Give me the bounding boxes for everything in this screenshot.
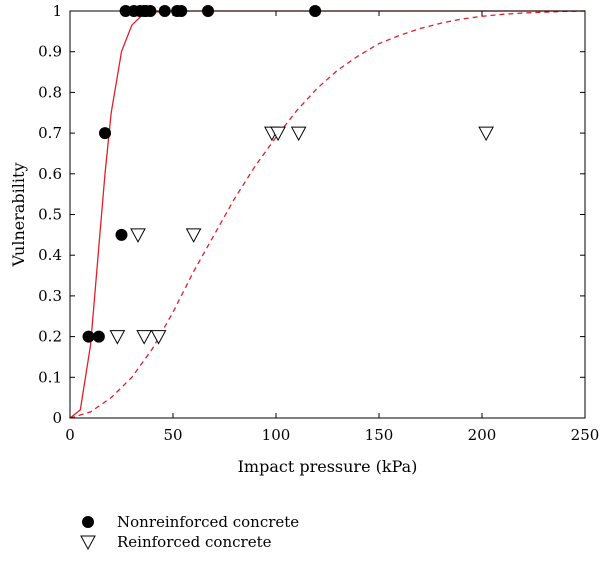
series-reinforced [109,126,494,345]
point-nonreinforced [82,330,95,343]
y-tick-label: 0 [52,409,62,427]
y-tick-label: 0.8 [38,83,62,101]
point-reinforced [109,330,126,345]
y-tick-label: 0.6 [38,165,62,183]
point-nonreinforced [99,127,112,140]
point-nonreinforced [115,228,128,241]
y-tick-label: 1 [52,2,62,20]
legend-marker-reinforced [80,535,96,551]
x-tick-label: 100 [262,426,291,444]
y-tick-label: 0.1 [38,368,62,386]
x-tick-label: 150 [365,426,394,444]
point-reinforced [130,228,146,243]
legend-label-1: Reinforced concrete [117,533,272,551]
y-tick-label: 0.2 [38,328,62,346]
legend: Nonreinforced concrete Reinforced concret… [80,513,299,551]
point-reinforced [150,330,167,345]
legend-label-0: Nonreinforced concrete [117,513,299,531]
x-tick-label: 250 [571,426,600,444]
point-reinforced [185,228,202,243]
point-reinforced [136,330,152,345]
y-tick-label: 0.5 [38,206,62,224]
x-tick-label: 200 [468,426,497,444]
y-tick-label: 0.3 [38,287,62,305]
y-tick-label: 0.7 [38,124,62,142]
curves-layer [69,10,586,419]
point-nonreinforced [92,330,105,343]
ticks-layer: 0 50 100 150 200 250 0 0.1 0.2 0.3 0.4 0.5 0.6 0.7 0.8… [38,2,599,444]
y-axis-title: Vulnerability [9,163,28,268]
x-axis-title: Impact pressure (kPa) [238,457,418,476]
series-nonreinforced [82,5,322,343]
x-tick-label: 50 [163,426,182,444]
points-layer [82,5,494,345]
y-tick-label: 0.4 [38,246,62,264]
point-reinforced [270,126,286,142]
y-tick-label: 0.9 [38,43,62,61]
legend-marker-nonreinforced [82,516,94,528]
point-reinforced [290,126,307,142]
x-tick-label: 0 [65,426,75,444]
point-reinforced [478,126,494,142]
curve-dashed [69,10,586,419]
